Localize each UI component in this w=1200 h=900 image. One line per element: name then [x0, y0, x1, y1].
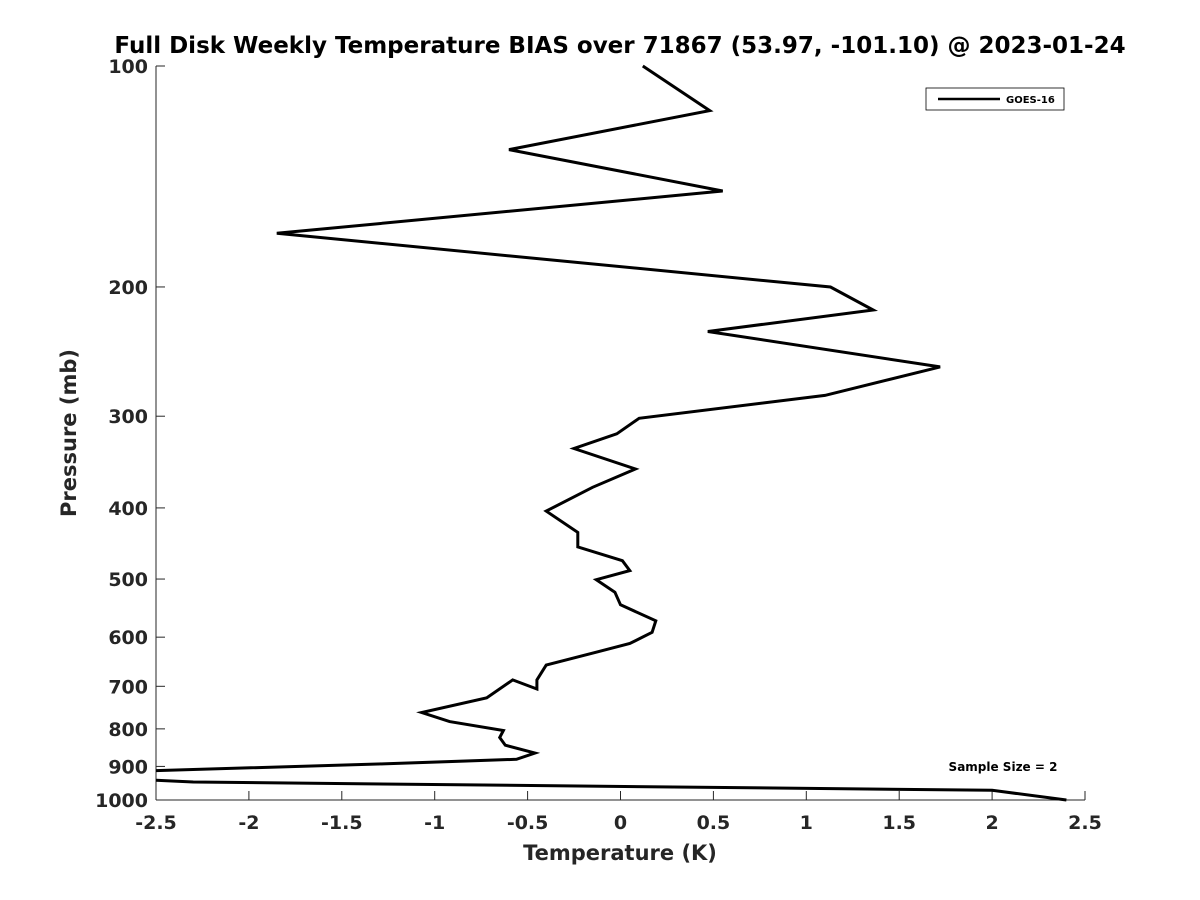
x-tick-label: 0 — [614, 812, 627, 834]
y-tick-label: 600 — [108, 627, 148, 649]
y-tick-label: 400 — [108, 498, 148, 520]
x-tick-label: -0.5 — [507, 812, 549, 834]
x-tick-label: -1 — [424, 812, 445, 834]
series-group — [155, 64, 1067, 802]
legend: GOES-16 — [925, 87, 1065, 111]
y-tick-label: 1000 — [95, 790, 148, 812]
y-ticks: 100 200 300 400 500 600 700 800 900 1000 — [95, 56, 165, 812]
x-tick-label: -1.5 — [321, 812, 363, 834]
sample-size-annotation: Sample Size = 2 — [949, 760, 1058, 774]
x-tick-label: 2.5 — [1068, 812, 1102, 834]
y-axis-label: Pressure (mb) — [57, 349, 81, 517]
x-ticks: -2.5 -2 -1.5 -1 -0.5 0 0.5 1 1.5 2 2.5 — [135, 791, 1102, 834]
chart-title: Full Disk Weekly Temperature BIAS over 7… — [114, 33, 1125, 59]
y-tick-label: 100 — [108, 56, 148, 78]
series-line-line-1 — [155, 778, 1067, 802]
x-axis-label: Temperature (K) — [523, 841, 717, 865]
legend-label-goes-16: GOES-16 — [1006, 95, 1055, 106]
y-tick-label: 700 — [108, 676, 148, 698]
y-tick-label: 800 — [108, 719, 148, 741]
x-tick-label: 1.5 — [882, 812, 916, 834]
y-tick-label: 900 — [108, 756, 148, 778]
x-tick-label: -2 — [238, 812, 259, 834]
x-tick-label: -2.5 — [135, 812, 177, 834]
y-tick-label: 500 — [108, 569, 148, 591]
y-tick-label: 200 — [108, 277, 148, 299]
x-tick-label: 0.5 — [697, 812, 731, 834]
x-tick-label: 1 — [800, 812, 813, 834]
y-tick-label: 300 — [108, 406, 148, 428]
x-tick-label: 2 — [985, 812, 998, 834]
series-line-goes-16 — [155, 64, 941, 773]
